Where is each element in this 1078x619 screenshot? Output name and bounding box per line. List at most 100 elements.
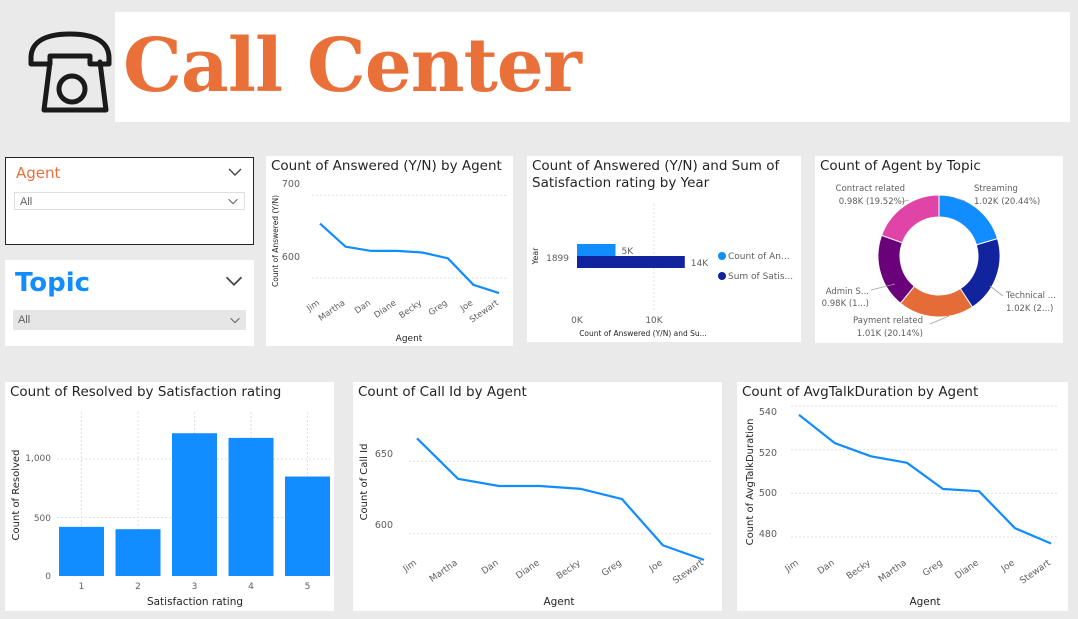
y-axis-label: Count of Resolved bbox=[11, 450, 22, 541]
x-tick-label: Dan bbox=[353, 298, 373, 316]
legend-item[interactable]: Sum of Satis... bbox=[728, 272, 793, 282]
series-line bbox=[319, 222, 500, 295]
bar bbox=[285, 476, 330, 576]
slice-label: Streaming bbox=[974, 184, 1018, 194]
talk-duration-by-agent-plot: 540 520 500 480 Count of AvgTalkDuration… bbox=[745, 405, 1059, 608]
leader-line bbox=[900, 199, 910, 203]
x-tick-label: Greg bbox=[427, 298, 450, 318]
legend-item[interactable]: Count of An... bbox=[728, 252, 790, 262]
x-tick-label: 4 bbox=[248, 582, 254, 592]
x-tick-label: Jim bbox=[304, 298, 321, 314]
topic-slicer[interactable]: Topic All bbox=[5, 260, 254, 346]
x-tick-label: Diane bbox=[372, 298, 398, 320]
chart-title: Count of Resolved by Satisfaction rating bbox=[10, 384, 282, 400]
x-axis-label: Agent bbox=[396, 334, 423, 344]
y-tick: 500 bbox=[759, 488, 777, 499]
callid-by-agent-chart[interactable]: Count of Call Id by Agent 650 600 Count … bbox=[353, 382, 722, 611]
x-tick-label: Dan bbox=[480, 558, 501, 577]
agent-slicer[interactable]: Agent All bbox=[5, 157, 254, 245]
x-tick-label: 5 bbox=[305, 582, 311, 592]
x-tick-label: Martha bbox=[317, 298, 347, 323]
x-tick-label: Becky bbox=[845, 558, 873, 582]
topic-dropdown[interactable]: All bbox=[13, 310, 246, 330]
answered-by-agent-plot: 700 600 Count of Answered (Y/N) Agent Ji… bbox=[271, 179, 507, 344]
x-axis-label: Satisfaction rating bbox=[147, 596, 243, 608]
x-tick-label: Jim bbox=[401, 558, 419, 575]
legend-marker bbox=[718, 272, 726, 280]
answered-satisfaction-by-year-chart[interactable]: Count of Answered (Y/N) and Sum of Satis… bbox=[527, 156, 801, 342]
talk-duration-by-agent-chart[interactable]: Count of AvgTalkDuration by Agent 540 52… bbox=[737, 382, 1068, 611]
bar bbox=[577, 244, 616, 256]
logo bbox=[0, 12, 114, 122]
title-banner: Call Center bbox=[115, 12, 1070, 122]
x-axis-label: Agent bbox=[543, 596, 574, 608]
agent-dropdown[interactable]: All bbox=[14, 192, 245, 210]
y-axis-label: Count of Answered (Y/N) bbox=[271, 195, 280, 287]
telephone-icon bbox=[28, 31, 112, 113]
y-tick: 500 bbox=[34, 514, 51, 524]
chart-title: Count of AvgTalkDuration by Agent bbox=[742, 384, 979, 400]
x-tick: 0K bbox=[571, 316, 584, 326]
x-tick-label: Stewart bbox=[671, 558, 706, 586]
x-tick-label: 1 bbox=[79, 582, 85, 592]
slice-value: 1.02K (20.44%) bbox=[974, 197, 1040, 207]
bar bbox=[228, 437, 274, 576]
x-tick-label: Greg bbox=[921, 558, 945, 579]
x-tick-label: Stewart bbox=[468, 298, 501, 325]
slice-value: 0.98K (1...) bbox=[822, 299, 869, 309]
chevron-down-icon bbox=[228, 198, 238, 205]
x-axis-label: Agent bbox=[909, 596, 940, 608]
slice-label: Contract related bbox=[836, 184, 905, 194]
slice-value: 1.02K (2...) bbox=[1006, 304, 1053, 314]
x-tick-label: 2 bbox=[135, 582, 141, 592]
bar-data-label: 14K bbox=[691, 259, 709, 269]
chart-title: Count of Answered (Y/N) and Sum of Satis… bbox=[532, 158, 779, 192]
chart-title-line: Satisfaction rating by Year bbox=[532, 175, 710, 191]
x-tick-label: Diane bbox=[954, 558, 982, 581]
y-tick: 1,000 bbox=[25, 454, 51, 464]
bar bbox=[577, 256, 685, 268]
x-tick: 10K bbox=[645, 316, 663, 326]
legend-marker bbox=[718, 252, 726, 260]
bar-data-label: 5K bbox=[622, 247, 635, 257]
agent-slicer-title: Agent bbox=[16, 164, 61, 182]
y-tick: 700 bbox=[282, 179, 300, 190]
donut-slice bbox=[880, 194, 940, 244]
chart-title-line: Count of Answered (Y/N) and Sum of bbox=[532, 158, 780, 174]
answered-by-agent-chart[interactable]: Count of Answered (Y/N) by Agent 700 600… bbox=[266, 156, 513, 346]
agent-dropdown-value: All bbox=[20, 196, 33, 208]
slice-value: 1.01K (20.14%) bbox=[857, 329, 923, 339]
chevron-down-icon[interactable] bbox=[227, 164, 243, 180]
x-axis-label: Count of Answered (Y/N) and Su... bbox=[579, 329, 707, 338]
answered-satisfaction-plot: Year 1899 0K 10K Count of Answered (Y/N)… bbox=[531, 204, 793, 338]
resolved-by-satisfaction-chart[interactable]: Count of Resolved by Satisfaction rating… bbox=[5, 382, 334, 611]
x-tick-label: Joe bbox=[458, 298, 475, 314]
leader-line bbox=[989, 285, 1004, 297]
y-tick: 480 bbox=[759, 529, 777, 540]
leader-line bbox=[870, 283, 896, 291]
bar bbox=[115, 529, 161, 576]
callid-by-agent-plot: 650 600 Count of Call Id Agent Jim Martha… bbox=[359, 437, 712, 608]
y-axis-label: Count of AvgTalkDuration bbox=[745, 419, 756, 546]
x-tick-label: Martha bbox=[877, 558, 909, 584]
donut-slice bbox=[899, 285, 974, 318]
leader-line bbox=[929, 315, 950, 325]
slice-label: Technical ... bbox=[1005, 291, 1056, 301]
x-tick-label: Becky bbox=[555, 558, 583, 582]
y-tick: 600 bbox=[282, 252, 300, 263]
agent-by-topic-chart[interactable]: Count of Agent by Topic Contract related… bbox=[815, 156, 1063, 343]
y-tick: 0 bbox=[45, 572, 51, 582]
chart-title: Count of Call Id by Agent bbox=[358, 384, 527, 400]
donut-slice bbox=[877, 234, 916, 304]
y-tick: 650 bbox=[375, 449, 393, 460]
y-tick: 600 bbox=[375, 520, 393, 531]
chevron-down-icon[interactable] bbox=[224, 271, 244, 291]
resolved-by-satisfaction-plot: 1,000 500 0 Count of Resolved Satisfacti… bbox=[11, 412, 330, 608]
x-tick-label: Stewart bbox=[1018, 558, 1053, 586]
slice-label: Payment related bbox=[853, 316, 923, 326]
y-tick: 540 bbox=[759, 407, 777, 418]
bar bbox=[59, 526, 104, 576]
x-tick-label: Becky bbox=[397, 298, 424, 321]
x-tick-label: Joe bbox=[999, 558, 1017, 575]
bar bbox=[172, 433, 217, 576]
